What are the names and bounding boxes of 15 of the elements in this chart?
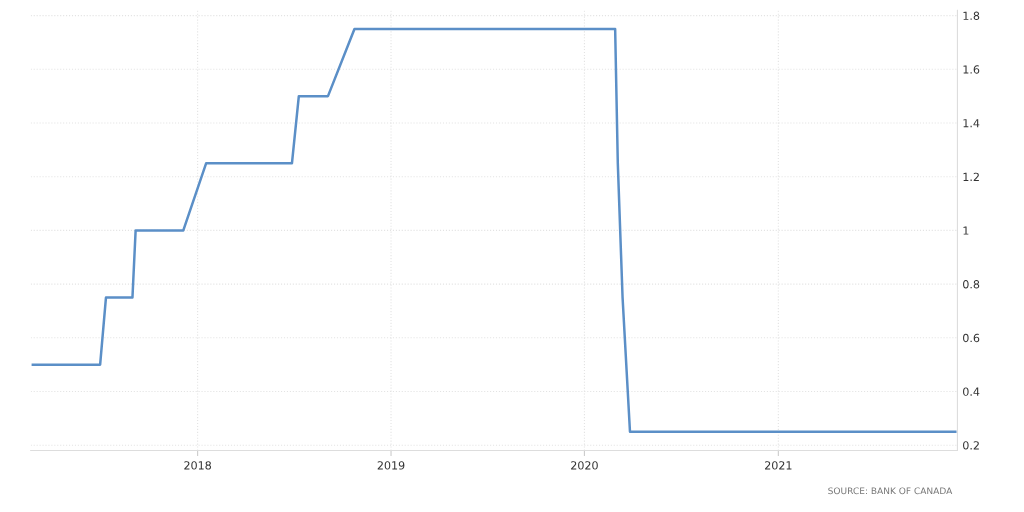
y-tick-label: 1 (963, 226, 969, 235)
y-tick-label: 0.2 (963, 441, 979, 450)
y-tick-label: 0.4 (963, 387, 980, 396)
x-tick-label: 2019 (377, 461, 405, 470)
y-tick-label: 1.8 (963, 11, 980, 20)
source-note: SOURCE: BANK OF CANADA (828, 487, 953, 495)
y-tick-label: 0.8 (963, 280, 980, 289)
y-tick-label: 0.6 (963, 333, 980, 343)
x-tick-label: 2021 (765, 461, 792, 470)
line-series (31, 27, 957, 434)
y-tick-label: 1.2 (963, 172, 979, 181)
y-tick-label: 1.4 (963, 119, 980, 128)
x-tick-label: 2020 (571, 461, 598, 470)
x-tick-label: 2018 (184, 461, 211, 470)
y-tick-label: 1.6 (963, 65, 980, 74)
